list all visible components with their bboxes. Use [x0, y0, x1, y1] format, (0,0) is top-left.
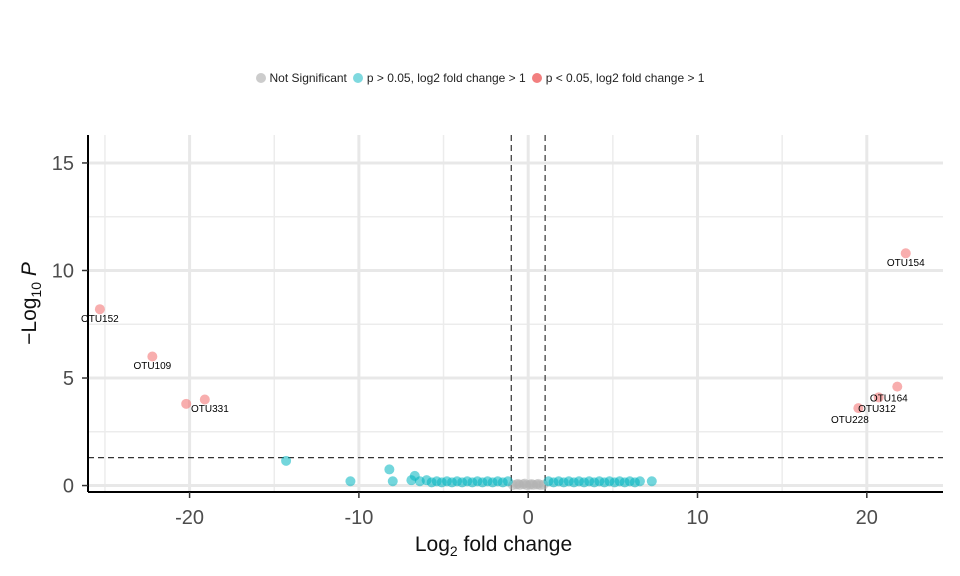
point-label: OTU312 [858, 404, 896, 415]
y-tick-label: 0 [63, 476, 74, 498]
legend-swatch-icon [255, 73, 266, 83]
x-tick-label: 0 [523, 507, 534, 529]
point-label: OTU228 [831, 415, 869, 426]
data-point [147, 351, 158, 362]
point-label: OTU109 [133, 361, 171, 372]
data-point [384, 464, 395, 475]
data-point [853, 403, 864, 414]
data-point [900, 248, 911, 259]
point-label: OTU154 [887, 258, 925, 269]
legend-item-fold-change: p > 0.05, log2 fold change > 1 [352, 71, 526, 85]
y-tick-label: 5 [63, 368, 74, 390]
data-point [873, 392, 884, 403]
data-point [199, 394, 210, 405]
y-axis-title: −Log10 P [18, 262, 44, 345]
data-point [502, 476, 513, 487]
legend-swatch-icon [352, 73, 363, 83]
x-tick-label: -10 [344, 507, 373, 529]
x-tick-label: 20 [856, 507, 878, 529]
legend: Not Significant p > 0.05, log2 fold chan… [0, 69, 960, 87]
legend-item-not-significant: Not Significant [255, 71, 347, 85]
legend-label: Not Significant [269, 71, 347, 85]
data-point [519, 478, 530, 489]
y-tick-label: 10 [52, 260, 74, 282]
legend-item-significant: p < 0.05, log2 fold change > 1 [531, 71, 705, 85]
legend-label: p < 0.05, log2 fold change > 1 [545, 71, 705, 85]
x-tick-label: -20 [175, 507, 204, 529]
y-tick-label: 15 [52, 153, 74, 175]
point-label: OTU331 [191, 404, 229, 415]
legend-swatch-icon [531, 73, 542, 83]
data-point [892, 381, 903, 392]
data-point [646, 476, 657, 487]
data-point [181, 398, 192, 409]
point-label: OTU164 [870, 393, 908, 404]
data-point [387, 476, 398, 487]
point-label: OTU152 [81, 314, 119, 325]
data-point [345, 476, 356, 487]
data-point [533, 478, 544, 489]
data-point [281, 455, 292, 466]
legend-label: p > 0.05, log2 fold change > 1 [366, 71, 526, 85]
x-axis-title: Log2 fold change [415, 533, 572, 559]
data-point [94, 304, 105, 315]
data-point [634, 476, 645, 487]
x-tick-label: 10 [686, 507, 708, 529]
